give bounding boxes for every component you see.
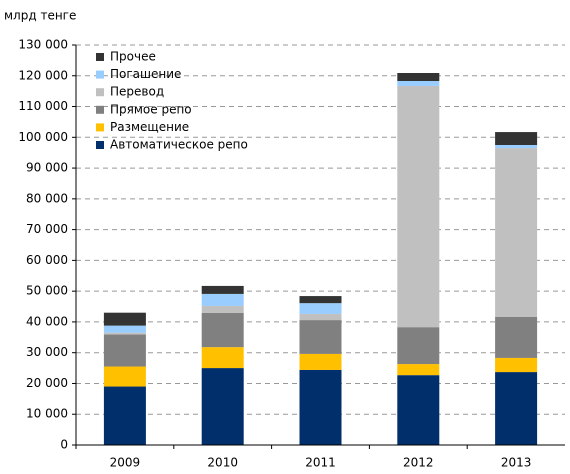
- bar-segment: [299, 369, 342, 445]
- y-tick-label: 130 000: [18, 38, 68, 52]
- bar-segment: [299, 313, 342, 321]
- legend-label: Прочее: [110, 50, 156, 64]
- bar-segment: [495, 148, 538, 317]
- bar-segment: [397, 375, 440, 445]
- y-tick-label: 110 000: [18, 99, 68, 113]
- x-tick-label: 2010: [207, 456, 238, 470]
- y-tick-label: 10 000: [26, 407, 68, 421]
- bar-segment: [201, 347, 244, 369]
- bar-segment: [495, 132, 538, 145]
- y-axis-title: млрд тенге: [4, 9, 76, 23]
- bar-segment: [201, 368, 244, 445]
- bar-segment: [397, 327, 440, 365]
- y-tick-label: 40 000: [26, 314, 68, 328]
- legend-label: Автоматическое репо: [110, 138, 248, 152]
- bar-segment: [299, 303, 342, 314]
- legend-swatch: [96, 105, 104, 114]
- bar-segment: [495, 357, 538, 373]
- x-tick-label: 2013: [501, 456, 532, 470]
- y-tick-label: 0: [60, 438, 68, 452]
- y-tick-label: 120 000: [18, 68, 68, 82]
- bar-segment: [299, 320, 342, 354]
- x-tick-label: 2012: [403, 456, 434, 470]
- bar-segment: [495, 145, 538, 149]
- legend-label: Погашение: [110, 67, 181, 81]
- bar-segment: [103, 332, 146, 335]
- legend-swatch: [96, 123, 104, 132]
- y-tick-label: 50 000: [26, 284, 68, 298]
- legend-swatch: [96, 70, 104, 79]
- bar-segment: [103, 312, 146, 326]
- bar-segment: [201, 305, 244, 313]
- legend-label: Прямое репо: [110, 102, 192, 116]
- y-tick-label: 30 000: [26, 345, 68, 359]
- bar-segment: [495, 372, 538, 445]
- bar-segment: [299, 353, 342, 370]
- bar-segment: [397, 364, 440, 376]
- y-tick-label: 90 000: [26, 161, 68, 175]
- bar-segment: [397, 85, 440, 328]
- bar-segment: [201, 285, 244, 294]
- bar-segment: [103, 334, 146, 367]
- y-tick-label: 60 000: [26, 253, 68, 267]
- bar-segment: [495, 317, 538, 358]
- x-tick-label: 2009: [110, 456, 141, 470]
- legend-swatch: [96, 53, 104, 61]
- legend-swatch: [96, 88, 104, 97]
- bar-segment: [103, 325, 146, 333]
- legend-label: Перевод: [110, 85, 164, 99]
- bar-segment: [201, 313, 244, 348]
- y-tick-label: 20 000: [26, 376, 68, 390]
- bar-segment: [299, 296, 342, 304]
- legend-label: Размещение: [110, 120, 189, 134]
- bar-segment: [397, 81, 440, 86]
- bar-segment: [103, 366, 146, 387]
- legend-swatch: [96, 141, 104, 149]
- y-tick-label: 70 000: [26, 222, 68, 236]
- bar-segment: [201, 293, 244, 306]
- x-tick-label: 2011: [305, 456, 336, 470]
- y-tick-label: 100 000: [18, 130, 68, 144]
- bar-segment: [103, 386, 146, 445]
- y-tick-label: 80 000: [26, 191, 68, 205]
- bar-segment: [397, 73, 440, 81]
